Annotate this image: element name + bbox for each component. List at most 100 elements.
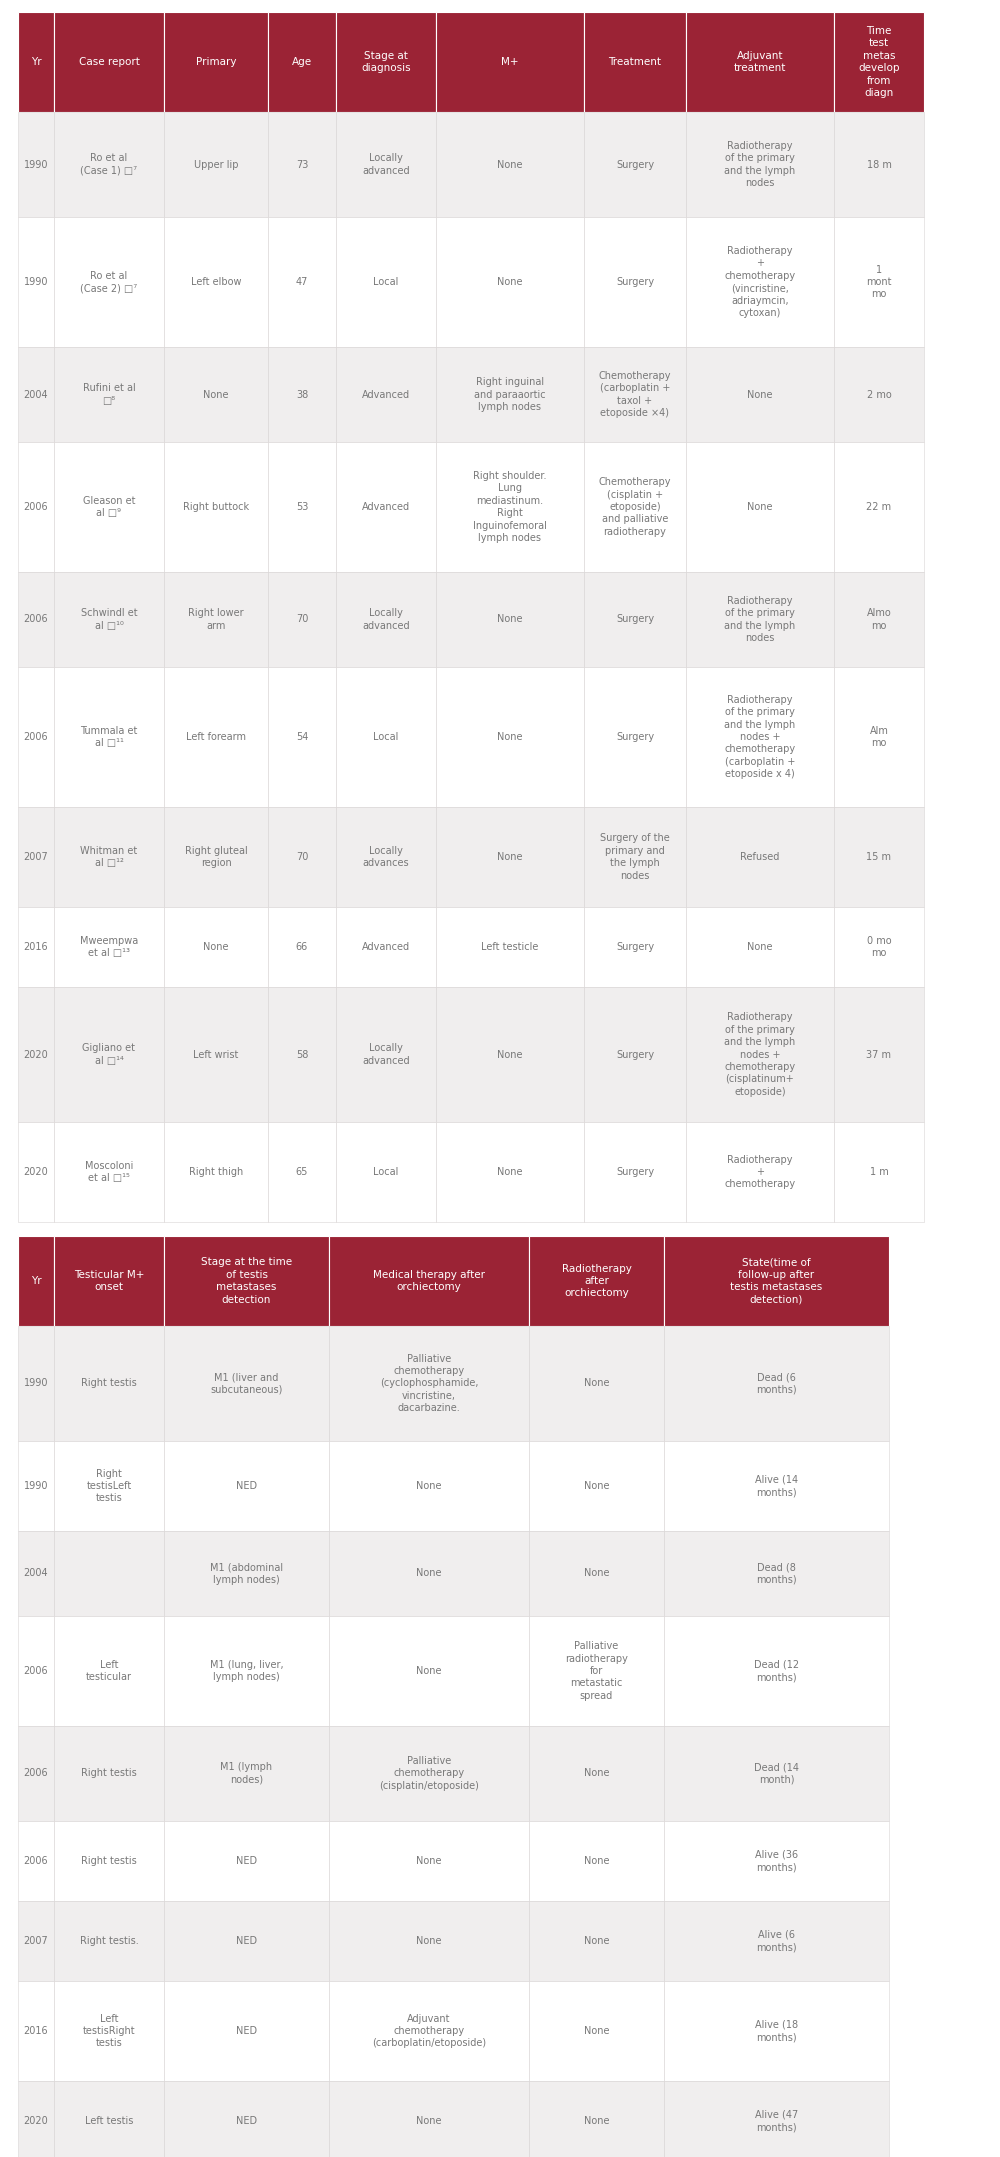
- Text: Advanced: Advanced: [362, 390, 410, 399]
- Bar: [584, 988, 686, 1122]
- Text: None: None: [416, 1665, 442, 1676]
- Bar: [664, 1726, 889, 1821]
- Text: None: None: [497, 1167, 523, 1178]
- Bar: [54, 13, 164, 112]
- Bar: [686, 13, 834, 112]
- Text: None: None: [203, 943, 229, 951]
- Bar: [529, 1531, 664, 1616]
- Text: Surgery of the
primary and
the lymph
nodes: Surgery of the primary and the lymph nod…: [600, 833, 670, 880]
- Text: Palliative
chemotherapy
(cyclophosphamide,
vincristine,
dacarbazine.: Palliative chemotherapy (cyclophosphamid…: [380, 1355, 478, 1413]
- Bar: [164, 13, 268, 112]
- Bar: [268, 906, 336, 988]
- Bar: [164, 442, 268, 572]
- Bar: [329, 1726, 529, 1821]
- Bar: [54, 1122, 164, 1223]
- Bar: [664, 1441, 889, 1531]
- Text: Age: Age: [292, 56, 312, 67]
- Text: 47: 47: [296, 276, 308, 287]
- Text: Rufini et al
□⁸: Rufini et al □⁸: [83, 384, 135, 406]
- Text: Upper lip: Upper lip: [194, 160, 238, 170]
- Text: 2006: 2006: [24, 1769, 48, 1780]
- Text: Refused: Refused: [740, 852, 780, 863]
- Bar: [834, 442, 924, 572]
- Bar: [18, 1531, 54, 1616]
- Bar: [584, 906, 686, 988]
- Bar: [664, 1236, 889, 1327]
- Bar: [54, 347, 164, 442]
- Text: Surgery: Surgery: [616, 160, 654, 170]
- Bar: [18, 1327, 54, 1441]
- Text: Whitman et
al □¹²: Whitman et al □¹²: [80, 846, 138, 869]
- Bar: [54, 1441, 164, 1531]
- Text: NED: NED: [236, 1482, 257, 1490]
- Text: Adjuvant
treatment: Adjuvant treatment: [734, 52, 786, 73]
- Text: Left
testicular: Left testicular: [86, 1659, 132, 1682]
- Bar: [436, 13, 584, 112]
- Text: 37 m: 37 m: [866, 1050, 892, 1059]
- Text: Schwindl et
al □¹⁰: Schwindl et al □¹⁰: [81, 608, 137, 630]
- Text: Right testis: Right testis: [81, 1855, 137, 1866]
- Text: Right inguinal
and paraaortic
lymph nodes: Right inguinal and paraaortic lymph node…: [474, 377, 546, 412]
- Text: Surgery: Surgery: [616, 1050, 654, 1059]
- Text: None: None: [584, 1769, 609, 1780]
- Text: Radiotherapy
+
chemotherapy
(vincristine,
adriaymcin,
cytoxan): Radiotherapy + chemotherapy (vincristine…: [724, 246, 796, 317]
- Bar: [336, 667, 436, 807]
- Text: None: None: [416, 1855, 442, 1866]
- Text: Right gluteal
region: Right gluteal region: [185, 846, 247, 869]
- Bar: [436, 218, 584, 347]
- Text: 2020: 2020: [24, 1167, 48, 1178]
- Text: 1
mont
mo: 1 mont mo: [866, 265, 892, 300]
- Bar: [329, 1327, 529, 1441]
- Text: 2004: 2004: [24, 390, 48, 399]
- Text: None: None: [416, 1568, 442, 1579]
- Text: Right
testisLeft
testis: Right testisLeft testis: [86, 1469, 132, 1503]
- Text: 70: 70: [296, 852, 308, 863]
- Text: 58: 58: [296, 1050, 308, 1059]
- Text: 2 mo: 2 mo: [867, 390, 891, 399]
- Bar: [584, 347, 686, 442]
- Text: Case report: Case report: [79, 56, 139, 67]
- Bar: [584, 13, 686, 112]
- Bar: [164, 988, 268, 1122]
- Text: NED: NED: [236, 1937, 257, 1946]
- Bar: [584, 807, 686, 906]
- Bar: [686, 1122, 834, 1223]
- Bar: [164, 1531, 329, 1616]
- Bar: [54, 1821, 164, 1900]
- Text: 2006: 2006: [24, 1665, 48, 1676]
- Text: 22 m: 22 m: [866, 503, 892, 511]
- Bar: [18, 807, 54, 906]
- Text: Local: Local: [373, 731, 399, 742]
- Bar: [336, 807, 436, 906]
- Text: Locally
advanced: Locally advanced: [362, 153, 410, 175]
- Text: None: None: [747, 943, 773, 951]
- Text: Dead (6
months): Dead (6 months): [756, 1372, 797, 1396]
- Text: Radiotherapy
of the primary
and the lymph
nodes +
chemotherapy
(cisplatinum+
eto: Radiotherapy of the primary and the lymp…: [724, 1012, 796, 1096]
- Bar: [686, 218, 834, 347]
- Text: None: None: [497, 852, 523, 863]
- Bar: [268, 347, 336, 442]
- Text: Palliative
radiotherapy
for
metastatic
spread: Palliative radiotherapy for metastatic s…: [565, 1641, 628, 1702]
- Text: Right lower
arm: Right lower arm: [188, 608, 244, 630]
- Text: Dead (14
month): Dead (14 month): [754, 1762, 799, 1784]
- Bar: [584, 112, 686, 218]
- Text: 18 m: 18 m: [867, 160, 891, 170]
- Bar: [54, 988, 164, 1122]
- Bar: [834, 13, 924, 112]
- Bar: [834, 906, 924, 988]
- Text: Alive (47
months): Alive (47 months): [755, 2110, 798, 2133]
- Text: Time
test
metas
develop
from
diagn: Time test metas develop from diagn: [858, 26, 900, 97]
- Text: Tummala et
al □¹¹: Tummala et al □¹¹: [80, 725, 138, 748]
- Text: Surgery: Surgery: [616, 943, 654, 951]
- Bar: [686, 112, 834, 218]
- Text: Radiotherapy
+
chemotherapy: Radiotherapy + chemotherapy: [724, 1154, 796, 1189]
- Bar: [664, 1900, 889, 1980]
- Text: 66: 66: [296, 943, 308, 951]
- Bar: [834, 218, 924, 347]
- Text: None: None: [416, 2116, 442, 2127]
- Bar: [54, 1236, 164, 1327]
- Bar: [268, 572, 336, 667]
- Text: M1 (lymph
nodes): M1 (lymph nodes): [220, 1762, 273, 1784]
- Bar: [164, 1327, 329, 1441]
- Text: 2006: 2006: [24, 615, 48, 626]
